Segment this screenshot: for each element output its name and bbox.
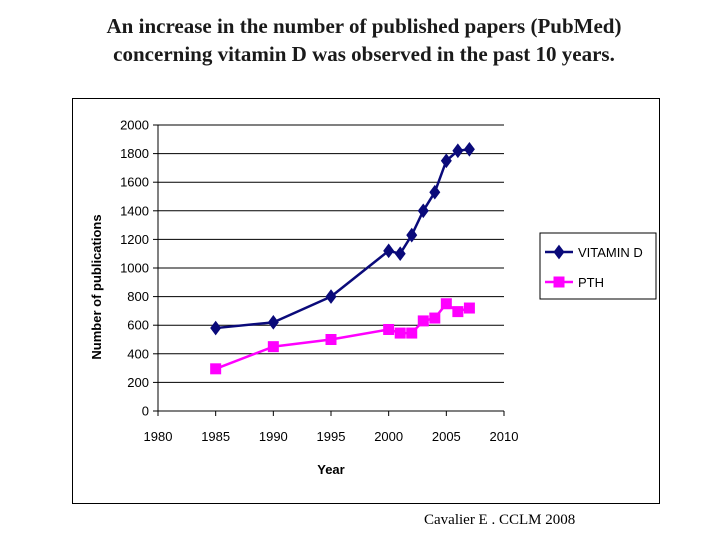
x-axis-title: Year	[317, 462, 344, 477]
data-point-pth	[394, 327, 406, 339]
y-tick-label: 1600	[120, 175, 149, 190]
data-point-vitamin-d	[452, 143, 464, 159]
slide-title-line-1: An increase in the number of published p…	[106, 14, 622, 38]
y-tick-label: 0	[142, 404, 149, 419]
data-point-vitamin-d	[383, 243, 395, 259]
slide-title: An increase in the number of published p…	[0, 12, 728, 68]
y-tick-label: 1400	[120, 203, 149, 218]
x-tick-label: 1980	[144, 429, 173, 444]
chart-frame	[72, 98, 660, 504]
y-tick-label: 200	[127, 375, 149, 390]
data-point-pth	[210, 363, 222, 375]
legend-box	[539, 232, 657, 300]
data-point-vitamin-d	[267, 315, 279, 330]
data-point-vitamin-d	[429, 184, 441, 200]
x-tick-label: 1990	[259, 429, 288, 444]
x-tick-label: 2005	[432, 429, 461, 444]
data-point-vitamin-d	[406, 227, 418, 243]
slide-title-line-2: concerning vitamin D was observed in the…	[113, 42, 615, 66]
x-tick-label: 2010	[490, 429, 519, 444]
data-point-pth	[383, 323, 395, 335]
data-point-vitamin-d	[463, 141, 475, 157]
x-tick-label: 2000	[374, 429, 403, 444]
citation: Cavalier E . CCLM 2008	[424, 512, 576, 528]
y-tick-label: 1000	[120, 261, 149, 276]
legend-marker-vitamin-d	[553, 244, 565, 260]
data-point-pth	[417, 315, 429, 327]
y-tick-label: 600	[127, 318, 149, 333]
legend-label-pth: PTH	[578, 275, 604, 290]
x-tick-label: 1985	[201, 429, 230, 444]
y-tick-label: 1200	[120, 232, 149, 247]
data-point-pth	[267, 341, 279, 353]
data-point-vitamin-d	[394, 246, 406, 262]
data-point-vitamin-d	[417, 203, 429, 219]
data-point-vitamin-d	[325, 289, 337, 304]
data-point-pth	[440, 298, 452, 310]
y-axis-title: Number of publications	[89, 214, 104, 359]
data-point-pth	[429, 312, 441, 324]
y-tick-label: 800	[127, 289, 149, 304]
data-point-pth	[463, 302, 475, 314]
data-point-pth	[452, 306, 464, 318]
series-line-vitamin-d	[215, 148, 470, 330]
y-tick-label: 400	[127, 346, 149, 361]
x-tick-label: 1995	[317, 429, 346, 444]
legend-marker-pth	[553, 276, 565, 288]
y-tick-label: 1800	[120, 146, 149, 161]
legend-label-vitamin-d: VITAMIN D	[578, 245, 643, 260]
data-point-vitamin-d	[440, 153, 452, 169]
data-point-pth	[406, 327, 418, 339]
data-point-vitamin-d	[210, 320, 222, 336]
data-point-pth	[325, 334, 337, 345]
y-tick-label: 2000	[120, 118, 149, 133]
